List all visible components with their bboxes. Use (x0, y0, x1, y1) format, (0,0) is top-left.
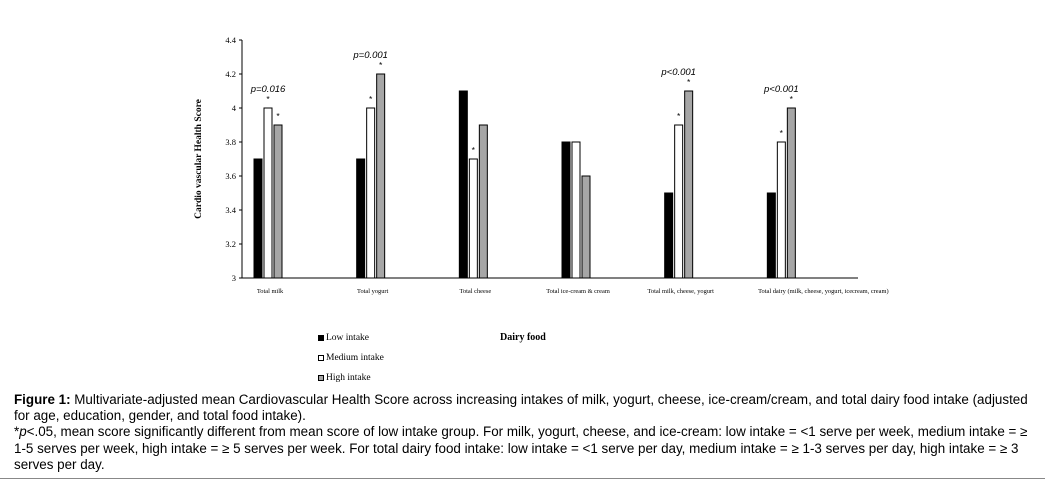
y-tick-label: 3.2 (225, 239, 236, 249)
significance-marker: * (780, 128, 784, 138)
significance-marker: * (276, 111, 280, 121)
legend-label-medium: Medium intake (326, 353, 384, 363)
x-category-label: Total ice-cream & cream (546, 288, 610, 295)
legend-swatch-high (318, 375, 324, 381)
significance-marker: * (677, 111, 681, 121)
bar-high-intake (786, 107, 796, 279)
bar-medium-intake (776, 141, 786, 279)
bottom-divider (0, 478, 1045, 479)
legend-item-high: High intake (318, 368, 384, 388)
y-tick-label: 3.8 (225, 137, 236, 147)
y-tick-label: 3.6 (225, 171, 236, 181)
y-tick-label: 4.4 (225, 35, 236, 45)
figure-caption: Figure 1: Multivariate-adjusted mean Car… (14, 392, 1039, 473)
significance-marker: * (369, 94, 373, 104)
p-value-label: p<0.001 (763, 84, 799, 95)
significance-marker: * (790, 94, 794, 104)
bar-low-intake (356, 158, 366, 279)
x-axis-title: Dairy food (500, 332, 546, 343)
legend-swatch-low (318, 335, 324, 341)
x-category-label: Total milk (257, 288, 284, 295)
y-tick-label: 3.4 (225, 205, 236, 215)
caption-main: Figure 1: Multivariate-adjusted mean Car… (14, 392, 1039, 424)
legend-item-low: Low intake (318, 328, 384, 348)
bar-high-intake (376, 73, 386, 279)
significance-marker: * (687, 77, 691, 87)
bar-medium-intake (366, 107, 376, 279)
x-category-label: Total milk, cheese, yogurt (647, 288, 714, 295)
bar-high-intake (684, 90, 694, 279)
x-category-label: Total yogurt (357, 288, 389, 295)
legend-swatch-medium (318, 355, 324, 361)
chart-area: 3 3.2 3.4 3.6 3.8 4 4.2 4.4 Cardio vascular Heal… (194, 35, 889, 295)
legend: Low intake Medium intake High intake (318, 328, 384, 388)
figure-label: Figure 1: (14, 392, 71, 407)
bar-low-intake (458, 90, 468, 279)
bar-high-intake (273, 124, 283, 279)
bar-medium-intake (674, 124, 684, 279)
x-category-label: Total dairy (milk, cheese, yogurt, icecr… (758, 288, 889, 295)
p-value-label: p=0.016 (250, 84, 286, 95)
significance-marker: * (379, 60, 383, 70)
bar-low-intake (664, 192, 674, 279)
bar-medium-intake (571, 141, 581, 279)
bar-chart: 3 3.2 3.4 3.6 3.8 4 4.2 4.4 Cardio vascular Heal… (194, 35, 889, 295)
y-tick-label: 4 (232, 103, 237, 113)
legend-item-medium: Medium intake (318, 348, 384, 368)
note-prefix: * (14, 424, 20, 440)
bar-high-intake (478, 124, 488, 279)
y-tick-label: 4.2 (225, 69, 236, 79)
caption-note: *p<.05, mean score significantly differe… (14, 424, 1039, 473)
bar-low-intake (253, 158, 263, 279)
caption-text: Multivariate-adjusted mean Cardiovascula… (14, 392, 1028, 424)
bar-low-intake (561, 141, 571, 279)
note-text: <.05, mean score significantly different… (14, 424, 1028, 472)
p-value-label: p<0.001 (660, 67, 696, 78)
note-p: p (19, 424, 27, 440)
significance-marker: * (472, 145, 476, 155)
legend-label-low: Low intake (326, 333, 370, 343)
p-value-label: p=0.001 (352, 50, 388, 61)
y-axis-title: Cardio vascular Health Score (194, 99, 204, 219)
significance-marker: * (266, 94, 270, 104)
bar-high-intake (581, 175, 591, 279)
bar-low-intake (766, 192, 776, 279)
legend-label-high: High intake (326, 373, 371, 383)
x-category-label: Total cheese (459, 288, 491, 295)
bar-medium-intake (468, 158, 478, 279)
bar-medium-intake (263, 107, 273, 279)
y-tick-label: 3 (232, 273, 236, 283)
